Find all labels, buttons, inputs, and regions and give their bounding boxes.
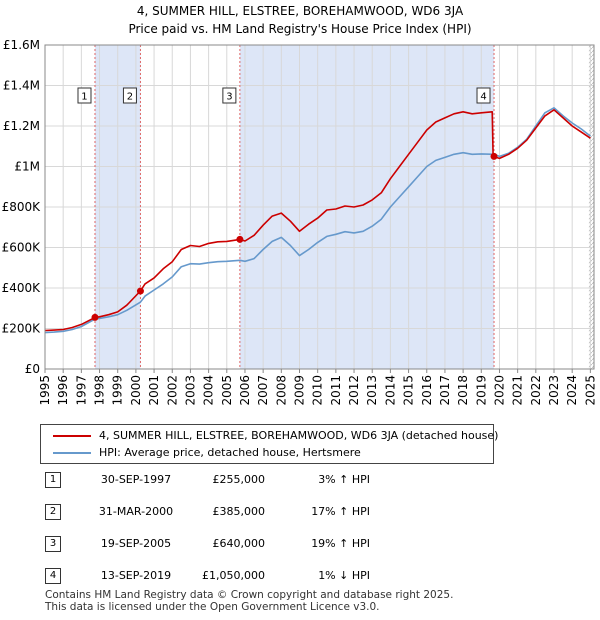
y-tick-label: £1.2M [3, 119, 40, 133]
chart-legend: 4, SUMMER HILL, ELSTREE, BOREHAMWOOD, WD… [40, 424, 498, 464]
sale-label-number: 2 [127, 92, 133, 103]
sale-row: 2 31-MAR-2000 £385,000 17% ↑ HPI [0, 502, 600, 522]
plot-frame [44, 44, 595, 370]
x-tick-label: 2010 [311, 375, 325, 406]
y-tick-label: £1M [14, 160, 40, 174]
attribution-line-2: This data is licensed under the Open Gov… [45, 601, 380, 613]
x-tick-label: 2003 [183, 375, 197, 406]
sale-hpi-diff: 19% ↑ HPI [311, 537, 370, 550]
y-tick-label: £200K [2, 322, 42, 336]
x-tick-label: 2001 [147, 375, 161, 406]
sale-date: 30-SEP-1997 [100, 473, 172, 486]
x-tick-label: 2000 [129, 375, 143, 406]
x-tick-label: 1996 [56, 375, 70, 406]
x-tick-label: 2006 [238, 375, 252, 406]
legend-item-hpi: HPI: Average price, detached house, Hert… [53, 445, 361, 461]
x-tick-label: 1999 [111, 375, 125, 406]
sale-date: 19-SEP-2005 [100, 537, 172, 550]
sale-point [236, 235, 244, 243]
y-tick-label: £800K [2, 200, 42, 214]
sale-date: 31-MAR-2000 [98, 505, 174, 518]
sale-label-box [476, 87, 491, 104]
sale-label-number: 3 [226, 92, 232, 103]
sale-point [490, 152, 498, 160]
x-tick-label: 2011 [329, 375, 343, 406]
x-tick-label: 2018 [456, 375, 470, 406]
chart-title-line1: 4, SUMMER HILL, ELSTREE, BOREHAMWOOD, WD… [136, 4, 464, 18]
sale-point [91, 313, 99, 321]
sale-price: £255,000 [212, 473, 266, 486]
x-tick-label: 2017 [438, 375, 452, 406]
price-chart: 1 2 3 4 £0 £200K £400K £600K £800K £1M £1.2M £1.4M… [2, 38, 598, 406]
hpi-line [44, 107, 591, 334]
x-tick-label: 2022 [529, 375, 543, 406]
y-tick-label: £600K [2, 241, 42, 255]
sale-hpi-diff: 17% ↑ HPI [311, 505, 370, 518]
sale-label-number: 1 [81, 92, 87, 103]
sale-label-number: 4 [480, 92, 486, 103]
sale-price: £1,050,000 [202, 569, 265, 582]
x-tick-label: 2021 [511, 375, 525, 406]
x-tick-label: 2002 [165, 375, 179, 406]
y-tick-label: £1.4M [3, 79, 40, 93]
x-tick-label: 2025 [583, 375, 597, 406]
sale-date: 13-SEP-2019 [100, 569, 172, 582]
sale-number-badge: 3 [45, 536, 61, 552]
y-tick-label: £400K [2, 281, 42, 295]
legend-label-hpi: HPI: Average price, detached house, Hert… [99, 446, 361, 459]
x-tick-label: 2005 [220, 375, 234, 406]
y-tick-label: £0 [25, 362, 40, 376]
legend-label-property: 4, SUMMER HILL, ELSTREE, BOREHAMWOOD, WD… [99, 429, 499, 442]
sale-row: 4 13-SEP-2019 £1,050,000 1% ↓ HPI [0, 566, 600, 586]
sale-hpi-diff: 1% ↓ HPI [318, 569, 370, 582]
x-tick-label: 2016 [420, 375, 434, 406]
x-tick-label: 2020 [492, 375, 506, 406]
y-tick-label: £1.6M [3, 38, 40, 52]
x-tick-label: 1995 [38, 375, 52, 406]
x-tick-label: 2012 [347, 375, 361, 406]
x-tick-label: 1998 [93, 375, 107, 406]
sale-price: £640,000 [212, 537, 266, 550]
sale-row: 1 30-SEP-1997 £255,000 3% ↑ HPI [0, 470, 600, 490]
legend-swatch-property [53, 435, 91, 437]
sale-number-badge: 2 [45, 504, 61, 520]
sale-price: £385,000 [212, 505, 266, 518]
x-tick-label: 2004 [202, 375, 216, 406]
sale-label-box [222, 87, 237, 104]
x-tick-label: 2014 [383, 375, 397, 406]
sale-hpi-diff: 3% ↑ HPI [318, 473, 370, 486]
x-tick-label: 2023 [547, 375, 561, 406]
sale-row: 3 19-SEP-2005 £640,000 19% ↑ HPI [0, 534, 600, 554]
x-tick-label: 2015 [402, 375, 416, 406]
x-tick-label: 1997 [74, 375, 88, 406]
x-tick-label: 2013 [365, 375, 379, 406]
legend-swatch-hpi [53, 452, 91, 454]
sale-label-box [122, 87, 137, 104]
chart-title-line2: Price paid vs. HM Land Registry's House … [128, 22, 472, 36]
sale-number-badge: 1 [45, 472, 61, 488]
attribution-line-1: Contains HM Land Registry data © Crown c… [45, 589, 454, 601]
sale-number-badge: 4 [45, 568, 61, 584]
x-tick-label: 2008 [274, 375, 288, 406]
attribution-footer: Contains HM Land Registry data © Crown c… [45, 589, 453, 613]
x-tick-label: 2007 [256, 375, 270, 406]
x-tick-label: 2024 [565, 375, 579, 406]
x-tick-label: 2019 [474, 375, 488, 406]
x-tick-label: 2009 [293, 375, 307, 406]
sale-label-box [77, 87, 92, 104]
legend-item-property: 4, SUMMER HILL, ELSTREE, BOREHAMWOOD, WD… [53, 428, 498, 444]
sale-point [136, 287, 144, 295]
